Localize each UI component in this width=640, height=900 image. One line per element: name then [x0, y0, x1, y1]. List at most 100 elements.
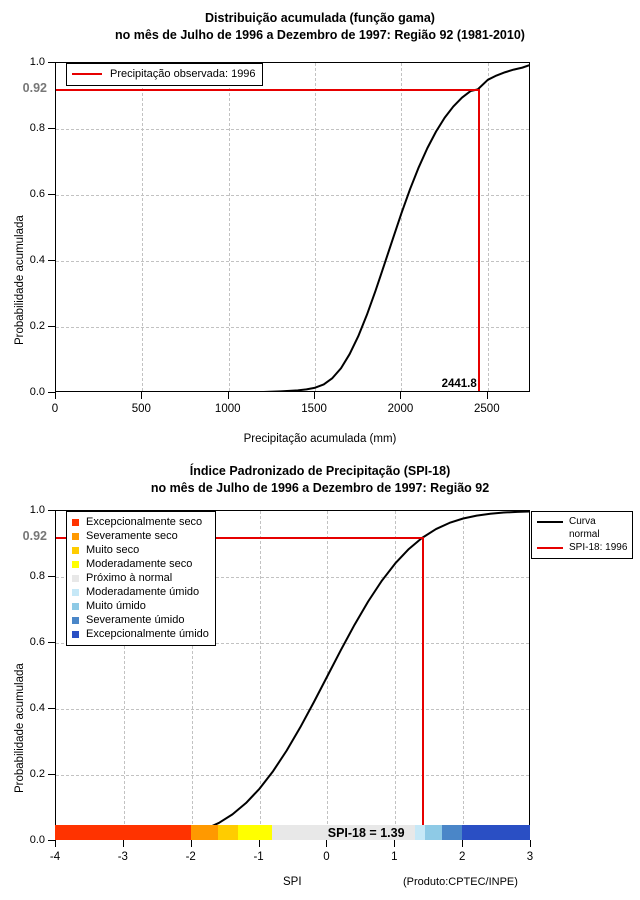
gridline-horizontal	[56, 261, 529, 262]
gridline-vertical	[395, 511, 397, 839]
chart1-title-line1: Distribuição acumulada (função gama)	[205, 11, 435, 25]
y-tick-label: 0.8	[29, 570, 45, 582]
y-tick-label: 0.2	[29, 320, 45, 332]
chart2-title-line2: no mês de Julho de 1996 a Dezembro de 19…	[150, 481, 490, 495]
gridline-vertical	[142, 63, 144, 391]
x-tick-label: 2	[458, 851, 466, 863]
chart2-legend-category-row: Excepcionalmente seco	[72, 515, 209, 529]
category-color-swatch-icon	[72, 560, 79, 568]
colorbar-segment	[238, 825, 273, 840]
x-tick	[394, 840, 396, 847]
y-tick-label: 0.6	[29, 188, 45, 200]
x-tick	[314, 392, 316, 399]
y-tick-label: 0.0	[29, 834, 45, 846]
category-legend-label: Severamente úmido	[86, 614, 185, 626]
chart2-legend-category-row: Severamente úmido	[72, 613, 209, 627]
chart2-category-legend: Excepcionalmente seco Severamente seco Mui…	[66, 511, 216, 646]
chart1-legend-label: Precipitação observada: 1996	[110, 68, 256, 80]
gridline-horizontal	[56, 643, 529, 644]
y-tick	[48, 62, 55, 63]
chart2-legend-normal-label-line2: normal	[569, 528, 600, 540]
data-curve	[263, 64, 529, 391]
category-color-swatch-icon	[72, 616, 79, 624]
chart2-x-axis-title: SPI	[283, 876, 302, 888]
y-tick	[48, 774, 55, 775]
y-tick-label: 0.0	[29, 386, 45, 398]
chart-panel-spi18: Índice Padronizado de Precipitação (SPI-…	[0, 455, 640, 900]
x-tick	[190, 840, 192, 847]
chart2-legend-item-normal-curve: Curva	[537, 516, 627, 528]
y-tick	[48, 642, 55, 643]
category-legend-label: Muito seco	[86, 544, 140, 556]
x-tick-label: -4	[49, 851, 61, 863]
x-tick-label: -2	[185, 851, 196, 863]
x-tick	[486, 392, 488, 399]
gridline-horizontal	[56, 195, 529, 196]
category-color-swatch-icon	[72, 630, 79, 638]
gridline-horizontal	[56, 709, 529, 710]
x-tick-label: 0	[323, 851, 330, 863]
colorbar-segment	[424, 825, 442, 840]
gridline-horizontal	[56, 129, 529, 130]
y-tick-label: 0.6	[29, 636, 45, 648]
colorbar-segment	[462, 825, 530, 840]
chart2-legend-normal-label-line1: Curva	[569, 516, 596, 527]
gridline-vertical	[123, 511, 125, 839]
chart2-curve-legend: Curva normal SPI-18: 1996	[531, 511, 634, 559]
category-color-swatch-icon	[72, 546, 79, 554]
category-color-swatch-icon	[72, 518, 79, 526]
x-tick	[141, 392, 143, 399]
x-tick	[530, 840, 531, 847]
black-line-icon	[537, 521, 563, 523]
y-tick	[48, 510, 55, 511]
category-color-swatch-icon	[72, 588, 79, 596]
x-tick-label: 1000	[214, 403, 241, 415]
y-tick	[48, 708, 55, 709]
chart2-legend-category-row: Severamente seco	[72, 529, 209, 543]
chart1-plot-area	[55, 62, 530, 392]
y-tick	[48, 326, 55, 327]
colorbar-segment	[414, 825, 425, 840]
y-tick-label: 1.0	[29, 504, 45, 516]
x-tick-label: -1	[253, 851, 264, 863]
marker-horizontal-line	[56, 537, 422, 540]
x-tick-label: 3	[526, 851, 534, 863]
x-tick-label: -3	[117, 851, 128, 863]
chart1-legend: Precipitação observada: 1996	[66, 63, 263, 86]
gridline-vertical	[228, 63, 230, 391]
y-tick-label: 0.4	[29, 702, 45, 714]
x-tick-label: 2000	[387, 403, 414, 415]
gridline-vertical	[259, 511, 261, 839]
category-color-swatch-icon	[72, 532, 79, 540]
category-legend-label: Moderadamente úmido	[86, 586, 200, 598]
curve-svg	[263, 64, 529, 391]
gridline-horizontal	[56, 775, 529, 776]
category-color-swatch-icon	[72, 574, 79, 582]
x-tick	[258, 840, 260, 847]
chart2-legend-category-row: Moderadamente seco	[72, 557, 209, 571]
gridline-vertical	[191, 511, 193, 839]
y-tick	[48, 194, 55, 195]
category-legend-label: Muito úmido	[86, 600, 146, 612]
spi-colorbar	[55, 825, 530, 840]
category-color-swatch-icon	[72, 602, 79, 610]
x-tick-label: 0	[51, 403, 59, 415]
chart2-legend-category-row: Próximo à normal	[72, 571, 209, 585]
x-tick	[122, 840, 124, 847]
x-tick-label: 500	[131, 403, 151, 415]
chart2-legend-category-row: Muito seco	[72, 543, 209, 557]
chart2-legend-normal-line2: normal	[537, 528, 627, 541]
colorbar-segment	[272, 825, 415, 840]
colorbar-segment	[441, 825, 463, 840]
chart2-legend-category-row: Moderadamente úmido	[72, 585, 209, 599]
colorbar-segment	[217, 825, 239, 840]
x-tick-label: 2500	[474, 403, 500, 415]
x-tick-label: 1	[391, 851, 398, 863]
gridline-vertical	[401, 63, 403, 391]
gridline-vertical	[463, 511, 465, 839]
y-tick-label: 0.4	[29, 254, 45, 266]
chart2-legend-category-row: Muito úmido	[72, 599, 209, 613]
chart1-legend-item-observed: Precipitação observada: 1996	[72, 67, 256, 81]
y-tick-label: 0.8	[29, 122, 45, 134]
